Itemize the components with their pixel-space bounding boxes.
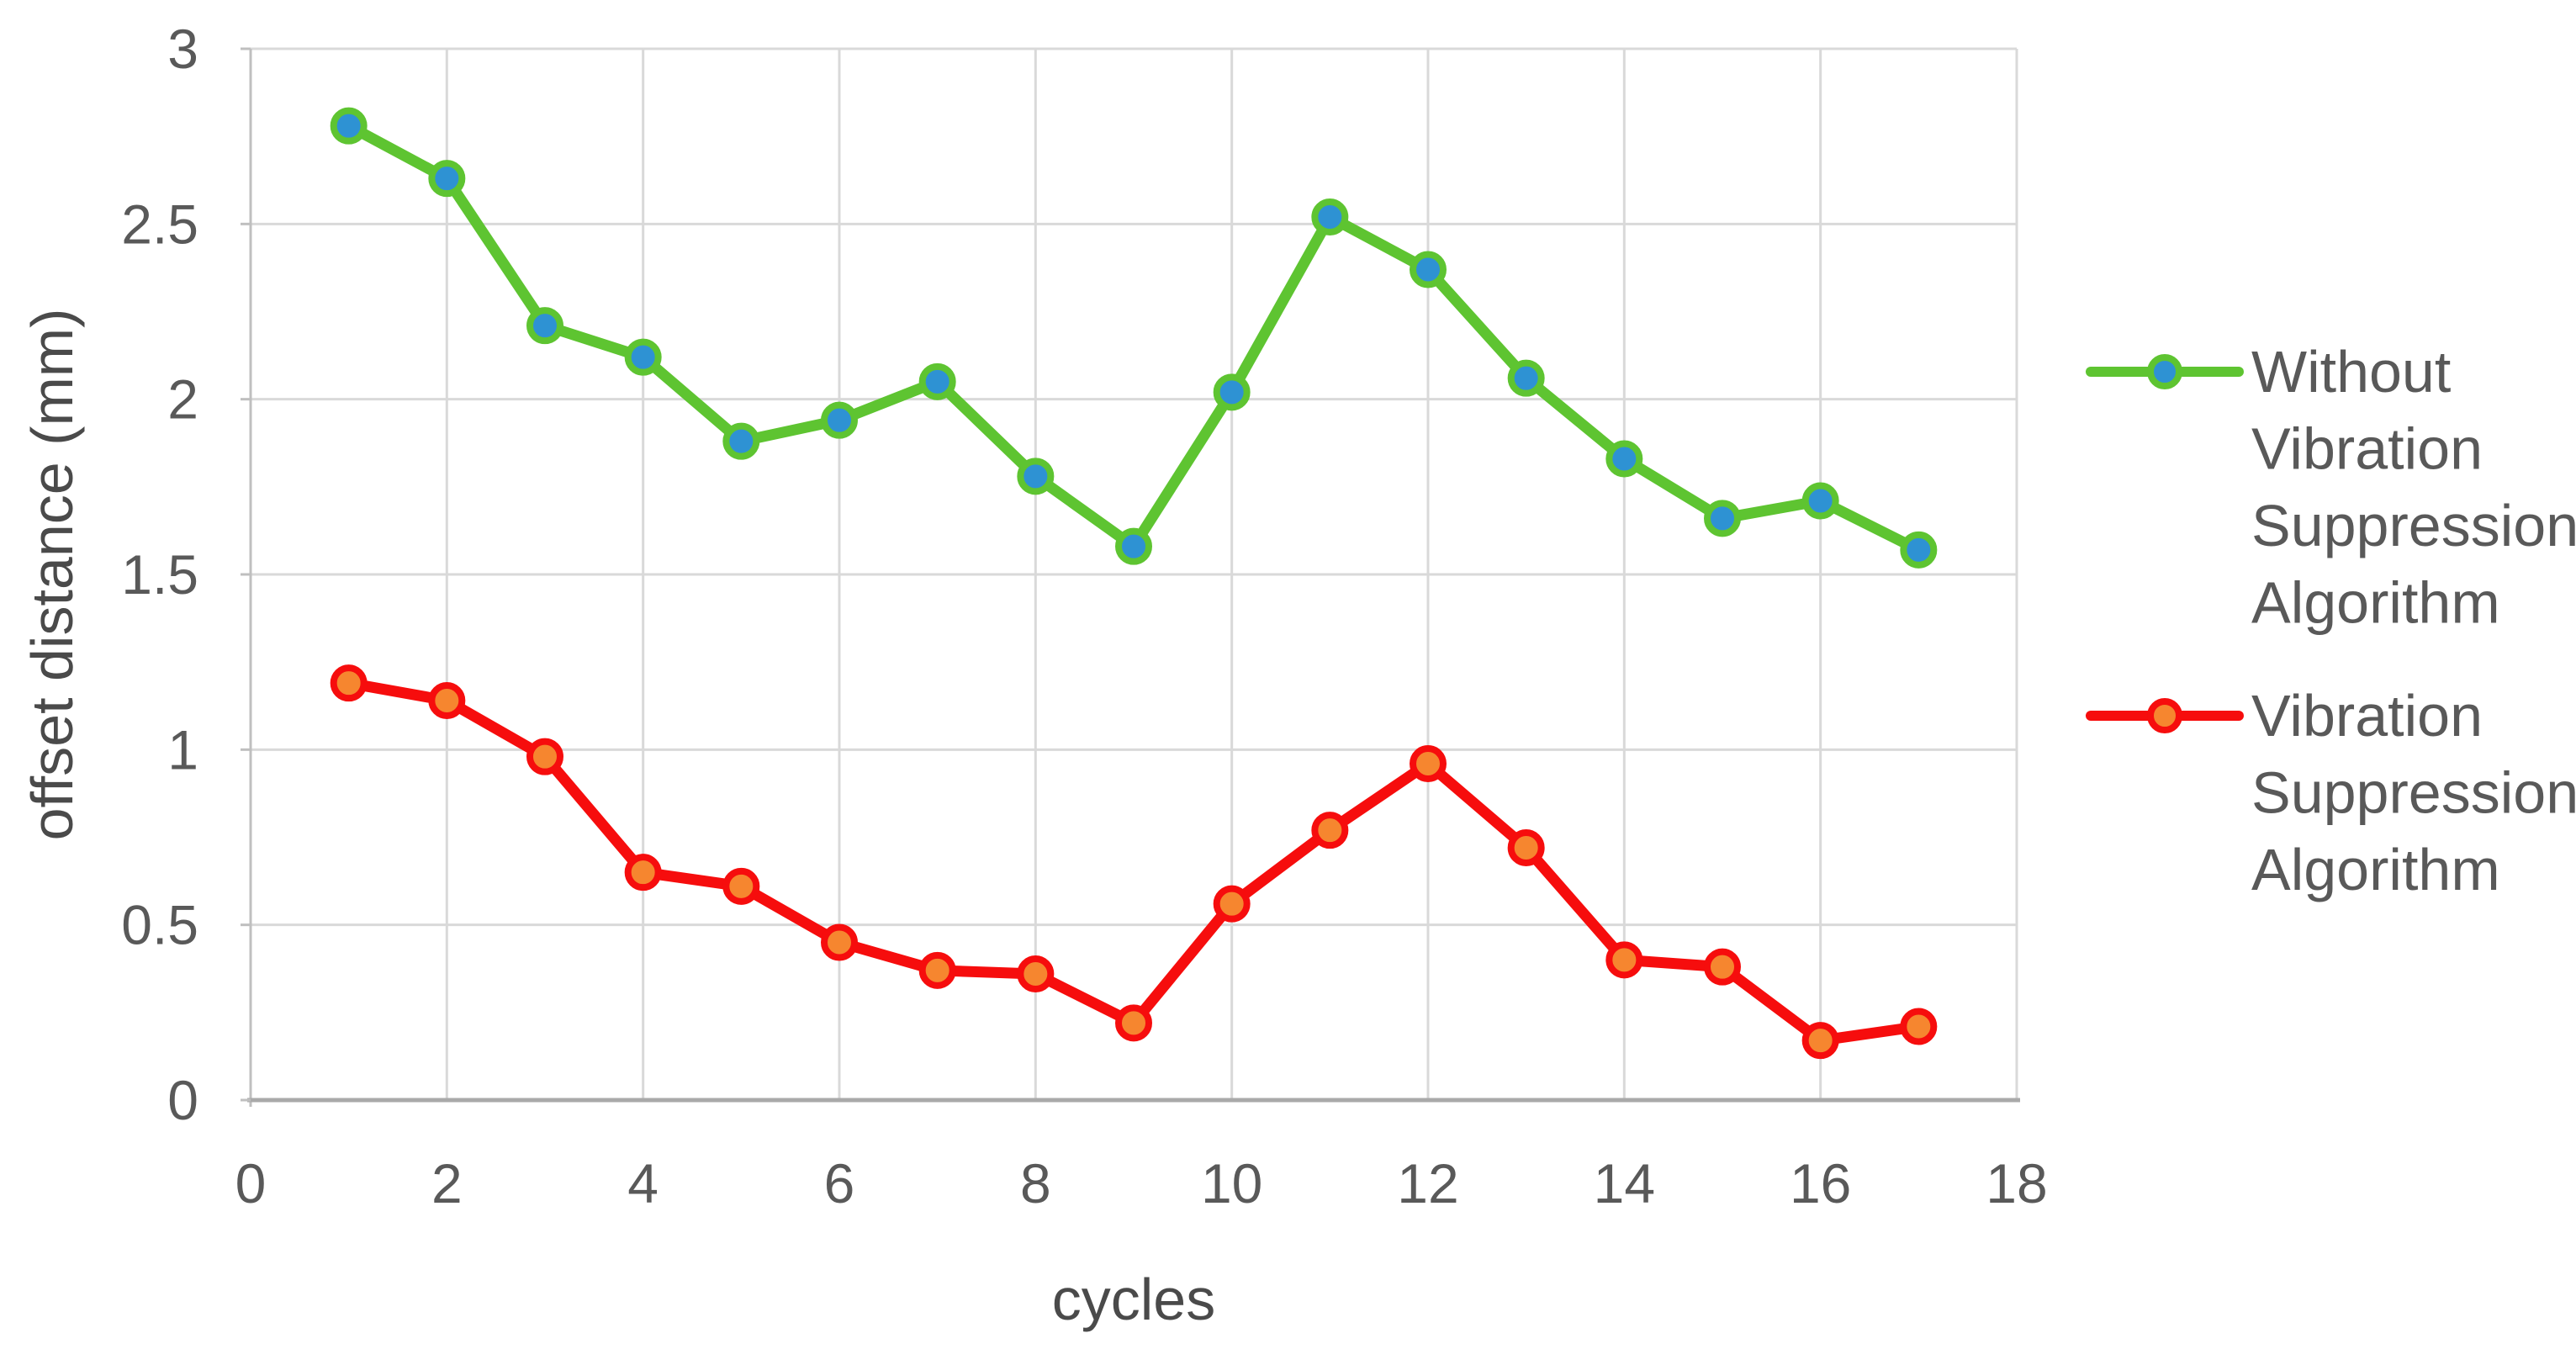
data-point-marker — [821, 401, 858, 439]
x-tick-label: 18 — [1986, 1152, 2047, 1214]
data-point-marker — [722, 867, 760, 905]
data-point-marker — [1801, 1022, 1839, 1060]
series-vsa — [330, 664, 1938, 1060]
x-tick-label: 4 — [627, 1152, 659, 1214]
data-point-marker — [918, 362, 956, 400]
tick-labels: 0 0.5 1 1.5 2 2.5 3 0 2 4 6 8 10 12 14 16 18 — [121, 18, 2047, 1214]
legend-label-line: Suppression — [2251, 493, 2576, 558]
y-tick-label: 0 — [167, 1069, 198, 1131]
x-axis-title: cycles — [1052, 1267, 1215, 1332]
legend-label-line: Without — [2251, 339, 2451, 405]
data-point-marker — [1801, 482, 1839, 520]
data-point-marker — [330, 664, 368, 702]
data-point-marker — [1410, 745, 1447, 782]
x-tick-label: 2 — [431, 1152, 463, 1214]
x-tick-label: 12 — [1397, 1152, 1458, 1214]
x-tick-label: 10 — [1201, 1152, 1262, 1214]
data-point-marker — [526, 307, 563, 345]
y-tick-label: 0.5 — [121, 894, 198, 956]
legend-label-line: Algorithm — [2251, 570, 2500, 636]
data-point-marker — [330, 107, 368, 145]
legend-label-line: Algorithm — [2251, 837, 2500, 902]
x-tick-label: 0 — [235, 1152, 267, 1214]
data-point-marker — [1115, 1004, 1152, 1042]
series-without-vsa — [330, 107, 1938, 569]
legend-entry: Without Vibration Suppression Algorithm — [2086, 339, 2576, 636]
data-point-marker — [1605, 440, 1643, 478]
x-tick-label: 6 — [824, 1152, 855, 1214]
legend-label-line: Vibration — [2251, 683, 2483, 749]
series-line — [343, 120, 1924, 556]
data-point-marker — [1410, 251, 1447, 288]
data-point-marker — [1017, 955, 1055, 992]
data-point-marker — [1507, 829, 1545, 866]
data-point-marker — [428, 682, 466, 719]
data-point-marker — [624, 338, 662, 376]
y-tick-label: 2.5 — [121, 193, 198, 255]
data-point-marker — [1605, 941, 1643, 979]
data-point-marker — [1311, 812, 1349, 849]
data-point-marker — [1115, 527, 1152, 565]
x-tick-label: 14 — [1594, 1152, 1655, 1214]
legend-marker-icon — [2147, 354, 2182, 389]
x-tick-label: 16 — [1790, 1152, 1851, 1214]
data-point-marker — [1704, 500, 1741, 537]
legend-label-line: Vibration — [2251, 416, 2483, 482]
data-point-marker — [428, 160, 466, 198]
data-point-marker — [1311, 198, 1349, 235]
legend: WithoutVibrationSuppressionAlgorithmVibr… — [2086, 339, 2576, 902]
legend-entry: Vibration Suppression Algorithm — [2086, 683, 2576, 902]
legend-marker-icon — [2147, 698, 2182, 733]
series-line — [343, 677, 1924, 1046]
y-tick-label: 1 — [167, 718, 198, 780]
legend-label-line: Suppression — [2251, 760, 2576, 826]
x-tick-label: 8 — [1020, 1152, 1051, 1214]
gridlines — [251, 47, 2018, 1100]
axes — [241, 47, 2020, 1107]
y-tick-label: 1.5 — [121, 543, 198, 606]
y-tick-label: 3 — [167, 18, 198, 80]
data-point-marker — [1213, 373, 1251, 411]
data-point-marker — [1213, 885, 1251, 923]
data-point-marker — [821, 923, 858, 961]
data-point-marker — [722, 422, 760, 460]
data-point-marker — [526, 738, 563, 775]
data-point-marker — [1704, 948, 1741, 986]
data-point-marker — [918, 951, 956, 989]
data-point-marker — [1017, 458, 1055, 495]
data-point-marker — [624, 854, 662, 891]
data-point-marker — [1900, 531, 1938, 569]
data-point-marker — [1900, 1008, 1938, 1045]
y-tick-label: 2 — [167, 368, 198, 431]
data-point-marker — [1507, 359, 1545, 397]
y-axis-title: offset distance (mm) — [19, 309, 85, 841]
